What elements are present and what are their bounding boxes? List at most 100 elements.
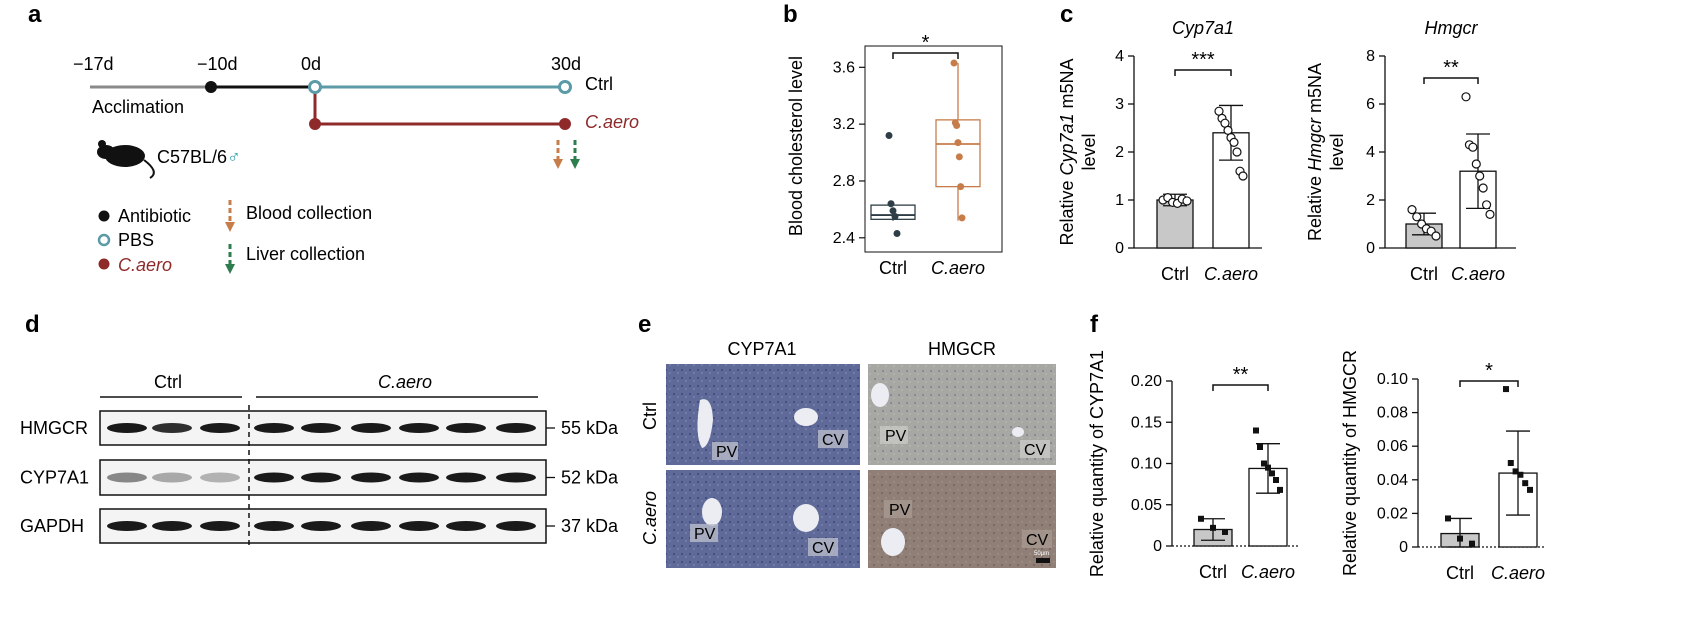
y-axis-label-part: Relative xyxy=(1057,176,1077,246)
x-category-label: C.aero xyxy=(1204,264,1258,284)
legend-antibiotic: Antibiotic xyxy=(118,206,191,226)
y-axis-label-part: Hmgcr xyxy=(1305,117,1325,171)
region-label-cv: CV xyxy=(812,540,835,557)
data-point xyxy=(1461,92,1471,102)
y-tick-label: 0.10 xyxy=(1131,456,1162,473)
antibiotic-marker xyxy=(205,81,217,93)
protein-label: CYP7A1 xyxy=(20,468,89,488)
y-tick-label: 2.8 xyxy=(833,173,855,190)
data-point xyxy=(1261,460,1267,467)
y-axis-label-part: level xyxy=(1079,133,1099,170)
data-point xyxy=(1222,528,1228,535)
blot-band xyxy=(301,472,341,483)
blot-band xyxy=(152,423,192,433)
significance-label: ** xyxy=(1233,364,1249,386)
blot-band xyxy=(351,423,391,433)
blood-legend-arrow xyxy=(225,222,235,232)
blot-band xyxy=(446,423,486,433)
blot-band xyxy=(107,521,147,531)
y-tick-label: 2 xyxy=(1115,144,1124,161)
caero-timeline xyxy=(313,87,565,126)
liver-legend-arrow xyxy=(225,264,235,274)
timepoint-label: −17d xyxy=(73,54,114,74)
ihc-image-ctrl-hmgcr: PV CV xyxy=(868,364,1056,465)
size-label: 55 kDa xyxy=(561,418,619,438)
panel-letter-f: f xyxy=(1090,311,1099,338)
x-category-label: C.aero xyxy=(931,258,985,278)
region-label-pv: PV xyxy=(716,444,738,461)
y-tick-label: 6 xyxy=(1366,96,1375,113)
significance-bracket xyxy=(1174,69,1232,76)
y-tick-label: 3 xyxy=(1115,96,1124,113)
plot-frame xyxy=(864,45,1003,253)
box-caero xyxy=(935,119,981,188)
blot-band xyxy=(107,423,147,433)
x-category-label: Ctrl xyxy=(879,258,907,278)
protein-label: GAPDH xyxy=(20,516,84,536)
y-tick-label: 0.20 xyxy=(1131,373,1162,390)
data-point xyxy=(1277,486,1283,493)
y-tick-label: 0 xyxy=(1115,240,1124,257)
data-point xyxy=(1229,137,1239,147)
blot-band xyxy=(107,472,147,483)
panel-letter-b: b xyxy=(783,1,798,28)
significance-bracket xyxy=(1459,380,1519,387)
western-blot: HMGCR 55 kDa CYP7A1 52 kDa GAPDH 37 kDa xyxy=(20,405,619,548)
blot-band xyxy=(200,423,240,433)
y-tick-label: 0.05 xyxy=(1131,497,1162,514)
x-category-label: Ctrl xyxy=(1410,264,1438,284)
timepoint-label: −10d xyxy=(197,54,238,74)
data-point xyxy=(954,139,962,147)
ctrl-group-label: Ctrl xyxy=(585,74,613,94)
data-point xyxy=(885,132,893,140)
pbs-marker xyxy=(308,80,322,94)
y-tick-label: 4 xyxy=(1115,48,1124,65)
chart-cyp7a1-protein: 0 0.05 0.10 0.15 0.20 Ctrl C.aero ** Relative qu… xyxy=(1087,350,1300,582)
x-category-label: C.aero xyxy=(1491,563,1545,583)
significance-label: *** xyxy=(1191,49,1215,71)
legend-pbs: PBS xyxy=(118,230,154,250)
significance-bracket xyxy=(892,52,959,59)
y-tick-label: 2.4 xyxy=(833,230,855,247)
data-point xyxy=(893,230,901,238)
blot-band xyxy=(351,472,391,483)
data-point xyxy=(1265,464,1271,471)
data-point xyxy=(953,122,961,130)
blot-caero-label: C.aero xyxy=(378,372,432,392)
mouse-icon xyxy=(97,140,155,179)
data-point xyxy=(1471,159,1481,169)
y-tick-label: 0.08 xyxy=(1377,405,1408,422)
panel-letter-e: e xyxy=(638,311,651,338)
region-label-pv: PV xyxy=(694,526,716,543)
region-label-cv: CV xyxy=(1026,532,1049,549)
data-point xyxy=(955,153,963,161)
data-point xyxy=(1198,515,1204,522)
y-axis-label-part: m5NA xyxy=(1057,58,1077,113)
y-tick-label: 0.02 xyxy=(1377,505,1408,522)
y-tick-label: 0.10 xyxy=(1377,371,1408,388)
data-point xyxy=(1469,540,1475,547)
caero-marker xyxy=(309,118,321,130)
panel-letter-d: d xyxy=(25,311,40,338)
y-tick-label: 0.06 xyxy=(1377,438,1408,455)
data-point xyxy=(1273,477,1279,483)
antibiotic-legend-dot xyxy=(98,210,110,222)
bar-ctrl xyxy=(1156,199,1194,249)
caero-legend-dot xyxy=(98,258,110,270)
x-category-label: Ctrl xyxy=(1446,563,1474,583)
significance-bracket xyxy=(1423,77,1479,84)
timepoint-label: 30d xyxy=(551,54,581,74)
y-tick-label: 0.04 xyxy=(1377,472,1408,489)
data-point xyxy=(958,214,966,222)
blot-band xyxy=(446,472,486,483)
ihc-image-ctrl-cyp7a1: PV CV xyxy=(666,364,860,465)
y-tick-label: 0 xyxy=(1153,538,1162,555)
data-point xyxy=(1407,205,1417,215)
panel-d: d Ctrl C.aero HMGCR 55 kDa CYP7A1 52 kDa GAP… xyxy=(20,311,619,548)
data-point xyxy=(887,200,895,208)
data-point xyxy=(1445,515,1451,522)
data-point xyxy=(1481,200,1492,210)
data-point xyxy=(1468,142,1478,152)
x-category-label: C.aero xyxy=(1451,264,1505,284)
